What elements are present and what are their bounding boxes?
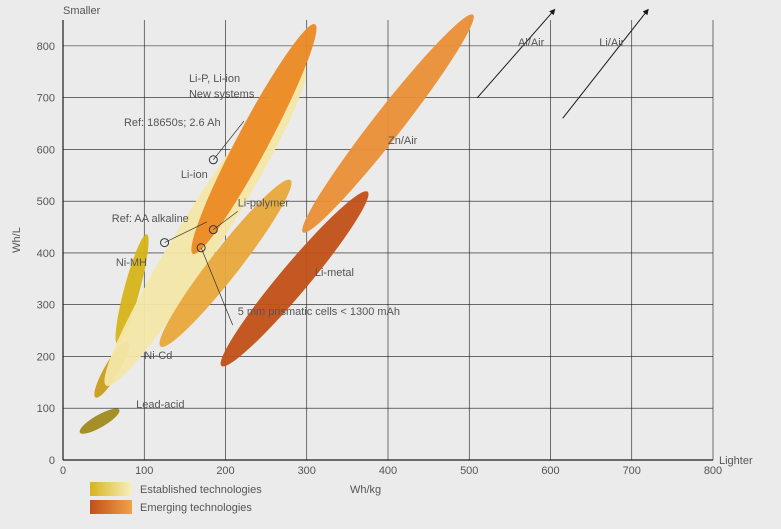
ytick: 400	[37, 248, 55, 260]
xtick: 300	[298, 465, 316, 477]
xtick: 0	[60, 465, 66, 477]
annot-ni_mh: Ni-MH	[116, 257, 147, 269]
xtick: 600	[541, 465, 559, 477]
xtick: 400	[379, 465, 397, 477]
corner-smaller: Smaller	[63, 5, 101, 17]
ytick: 800	[37, 41, 55, 53]
annot-li_metal: Li-metal	[315, 267, 354, 279]
annot-li_ion: Li-ion	[181, 169, 208, 181]
xtick: 500	[460, 465, 478, 477]
legend-label: Established technologies	[140, 484, 262, 496]
ytick: 200	[37, 351, 55, 363]
xtick: 200	[216, 465, 234, 477]
ytick: 100	[37, 403, 55, 415]
battery-energy-density-chart: 0 100 200 300 400 500 600 700 800 0 100 200 300 400 50…	[0, 0, 781, 529]
annot-li_p2: New systems	[189, 89, 255, 101]
xtick: 700	[623, 465, 641, 477]
xtick: 100	[135, 465, 153, 477]
annot-li_p1: Li-P, Li-ion	[189, 73, 240, 85]
legend-swatch	[90, 482, 132, 496]
annot-zn_air: Zn/Air	[388, 135, 418, 147]
ytick: 300	[37, 300, 55, 312]
annot-li_air: Li/Air	[599, 37, 624, 49]
annot-al_air: Al/Air	[518, 37, 545, 49]
legend-label: Emerging technologies	[140, 502, 252, 514]
annot-li_poly: Li-polymer	[238, 197, 290, 209]
corner-lighter: Lighter	[719, 455, 753, 467]
y-axis-label: Wh/L	[11, 227, 23, 253]
ytick: 700	[37, 93, 55, 105]
annot-ref_5mm: 5 mm prismatic cells < 1300 mAh	[238, 306, 400, 318]
ytick: 0	[49, 455, 55, 467]
ytick: 600	[37, 144, 55, 156]
ytick: 500	[37, 196, 55, 208]
annot-ref_18650: Ref: 18650s; 2.6 Ah	[124, 117, 221, 129]
annot-ni_cd: Ni-Cd	[144, 350, 172, 362]
annot-lead_acid: Lead-acid	[136, 399, 184, 411]
x-axis-label: Wh/kg	[350, 484, 381, 496]
annot-ref_alk: Ref: AA alkaline	[112, 213, 189, 225]
legend-swatch	[90, 500, 132, 514]
